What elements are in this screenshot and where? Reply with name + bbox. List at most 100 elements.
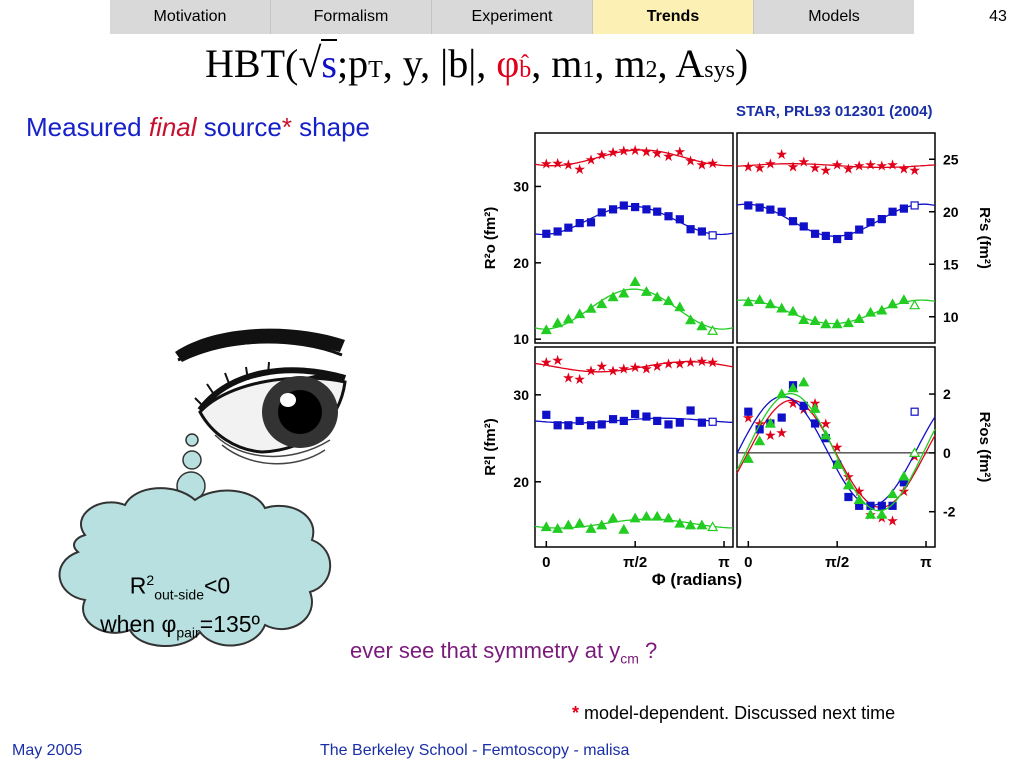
data-point-star: ★ <box>595 146 608 162</box>
formula-phi: φ <box>496 41 520 86</box>
y-axis-label: R²s (fm²) <box>976 207 993 269</box>
data-point-triangle <box>651 291 663 302</box>
fit-curve-star <box>534 149 733 167</box>
eye-icon <box>175 328 347 465</box>
data-point-triangle <box>764 417 776 428</box>
sqrt-symbol: √ <box>298 41 322 87</box>
source-reference: STAR, PRL93 012301 (2004) <box>736 103 933 120</box>
data-point-square <box>608 205 618 214</box>
data-point-star: ★ <box>573 371 586 387</box>
x-tick-label: π/2 <box>623 554 647 571</box>
formula-part5: , m <box>531 41 583 86</box>
footnote: * model-dependent. Discussed next time <box>572 703 895 724</box>
data-point-square <box>686 406 695 415</box>
data-point-triangle <box>909 447 921 457</box>
data-point-triangle <box>798 376 810 387</box>
data-point-triangle <box>540 521 552 532</box>
data-point-star: ★ <box>831 157 844 173</box>
data-point-square <box>821 231 830 241</box>
data-point-square <box>877 214 886 224</box>
cloud-phi: φ <box>161 611 177 638</box>
tab-trends[interactable]: Trends <box>593 0 754 34</box>
data-point-square <box>564 223 573 232</box>
data-point-star: ★ <box>706 354 719 370</box>
data-point-square <box>664 212 673 221</box>
data-point-star: ★ <box>787 159 800 175</box>
data-point-triangle <box>831 318 843 329</box>
data-point-triangle <box>887 298 899 309</box>
data-point-triangle <box>674 301 686 312</box>
y-tick-label: 15 <box>943 256 959 272</box>
data-point-square <box>586 421 596 430</box>
heading-star: * <box>281 112 292 142</box>
data-point-star: ★ <box>787 395 800 411</box>
data-point-square <box>642 412 651 421</box>
data-point-square <box>766 205 775 214</box>
data-point-triangle <box>674 517 686 528</box>
cloud-when: when <box>100 611 162 638</box>
eye-illustration <box>58 328 347 647</box>
data-point-star: ★ <box>618 143 631 159</box>
data-point-triangle <box>864 306 877 317</box>
formula-part2: ;p <box>336 41 369 86</box>
data-point-square <box>631 202 640 212</box>
tab-formalism[interactable]: Formalism <box>271 0 432 34</box>
data-point-triangle <box>809 315 821 326</box>
thought-cloud <box>58 487 332 647</box>
data-point-square <box>910 201 919 210</box>
data-point-square <box>844 231 853 241</box>
data-point-star: ★ <box>898 161 911 177</box>
data-point-triangle <box>607 512 619 523</box>
heading-part3: shape <box>291 112 371 142</box>
data-point-star: ★ <box>674 143 687 159</box>
data-point-triangle <box>552 317 564 328</box>
data-point-square <box>631 409 640 419</box>
cloud-line-1: R2out-side<0 <box>60 565 300 609</box>
formula-close: ) <box>734 41 749 86</box>
formula-part7: , A <box>657 41 705 86</box>
data-point-triangle <box>853 313 865 323</box>
data-point-triangle <box>798 314 810 324</box>
data-point-star: ★ <box>809 160 822 176</box>
data-point-star: ★ <box>684 152 697 168</box>
data-point-star: ★ <box>696 353 709 369</box>
data-point-square <box>888 501 897 510</box>
data-point-triangle <box>754 294 766 305</box>
fit-curve-star <box>534 360 734 373</box>
data-point-square <box>777 207 786 216</box>
data-point-square <box>542 410 551 419</box>
data-point-square <box>619 201 628 210</box>
data-point-triangle <box>696 519 708 530</box>
formula-sub-t: T <box>368 57 383 83</box>
y-tick-label: 10 <box>513 331 529 347</box>
question-end: ? <box>638 638 658 663</box>
data-point-triangle <box>629 276 641 287</box>
data-point-triangle <box>887 488 899 499</box>
y-tick-label: -2 <box>943 504 956 520</box>
formula-sqrt-s: s <box>321 39 337 86</box>
data-point-triangle <box>640 510 652 521</box>
data-point-triangle <box>562 313 574 324</box>
tab-experiment[interactable]: Experiment <box>432 0 593 34</box>
data-point-star: ★ <box>886 513 899 529</box>
y-tick-label: 10 <box>943 309 959 325</box>
data-point-triangle <box>742 296 754 307</box>
data-point-star: ★ <box>618 361 631 377</box>
tab-models[interactable]: Models <box>808 8 860 25</box>
tab-motivation[interactable]: Motivation <box>110 0 271 34</box>
data-point-square <box>653 416 662 426</box>
data-point-star: ★ <box>853 483 866 499</box>
data-point-triangle <box>562 519 574 530</box>
y-tick-label: 25 <box>943 151 959 167</box>
cloud-line-2: when φpair=135º <box>60 609 300 648</box>
data-point-star: ★ <box>864 157 877 173</box>
data-point-star: ★ <box>629 359 642 375</box>
data-point-square <box>788 217 798 226</box>
data-point-square <box>833 234 842 244</box>
data-point-square <box>597 420 606 429</box>
formula-sub-2: 2 <box>645 57 658 83</box>
data-point-star: ★ <box>742 159 755 175</box>
cloud-sup: 2 <box>146 572 155 588</box>
data-point-star: ★ <box>820 415 833 431</box>
data-point-square <box>744 201 753 210</box>
